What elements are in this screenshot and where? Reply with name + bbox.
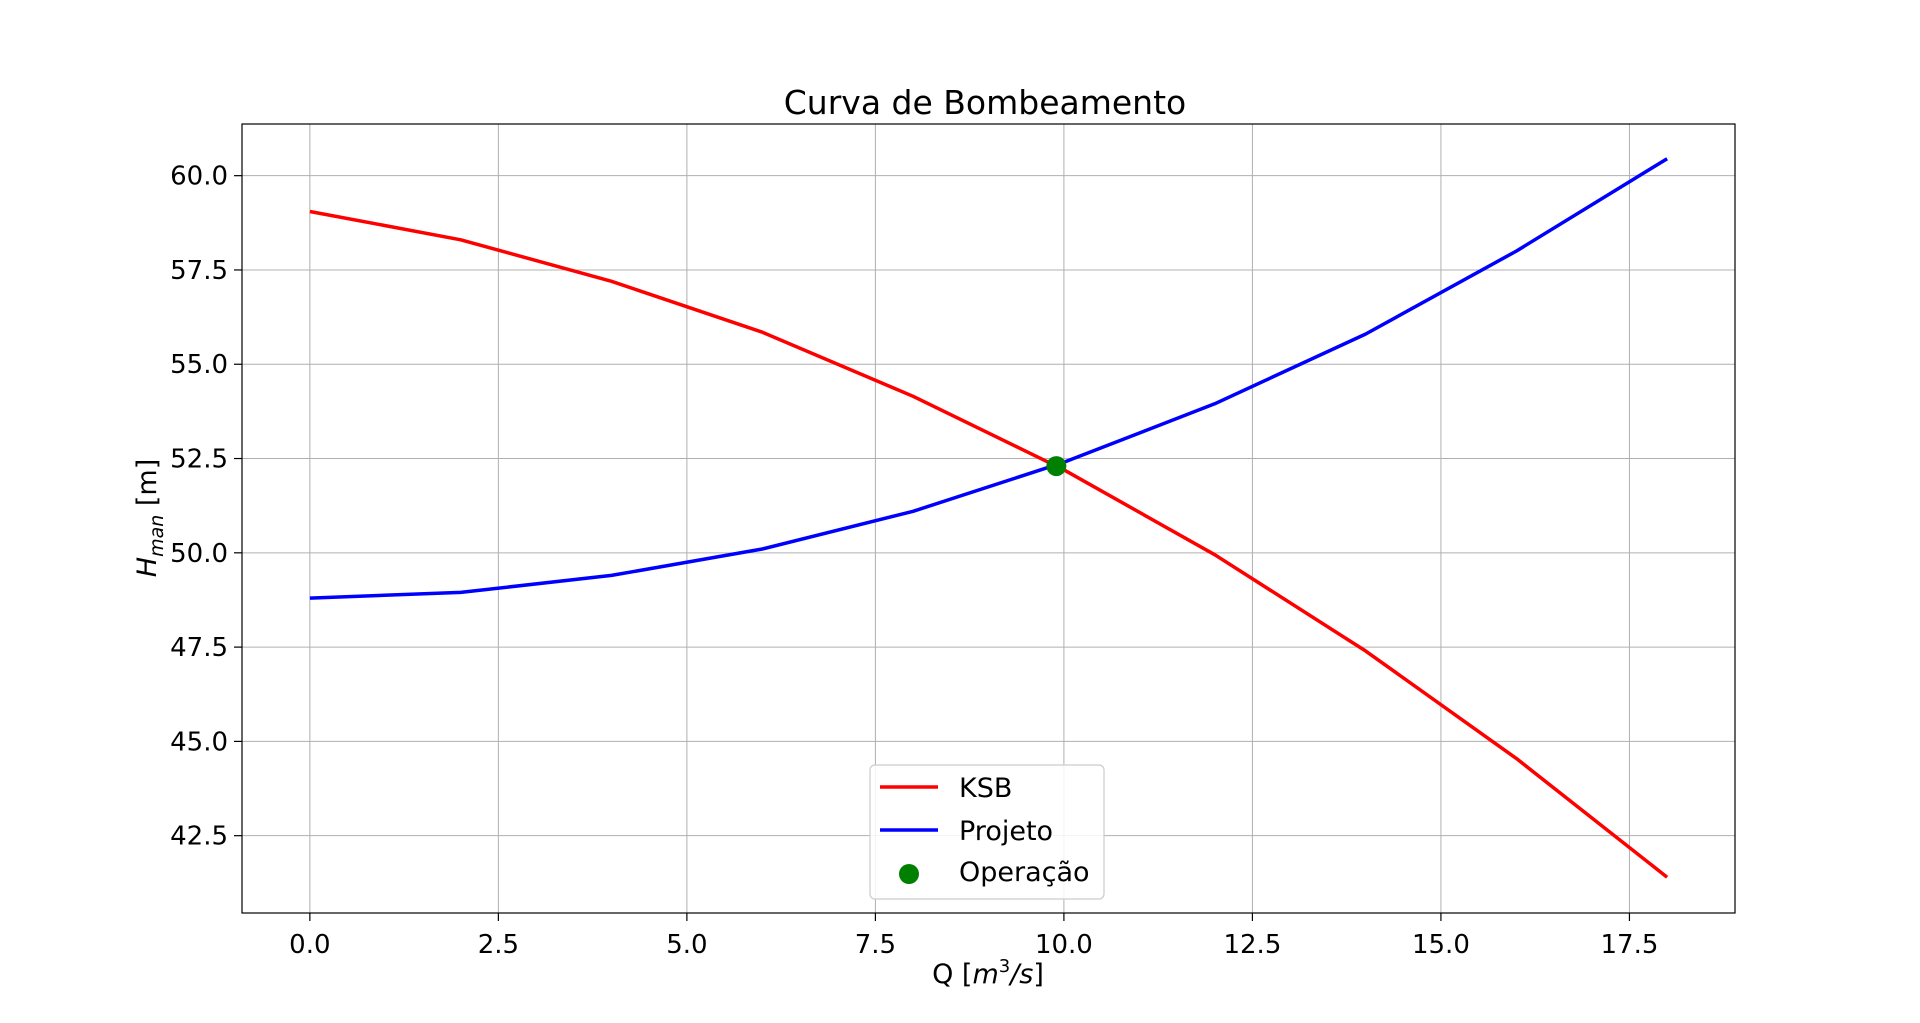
- y-tick-label: 57.5: [170, 256, 228, 286]
- x-tick-label: 10.0: [1035, 930, 1093, 960]
- legend-box: [869, 764, 1105, 900]
- y-tick-label: 50.0: [170, 539, 228, 569]
- y-axis-ticks: 42.5 45.0 47.5 50.0 52.5 55.0 57.5 60.0: [170, 162, 242, 852]
- legend-label-projeto: Projeto: [959, 816, 1053, 847]
- grid: [242, 124, 1735, 913]
- y-tick-label: 55.0: [170, 350, 228, 380]
- x-tick-label: 12.5: [1223, 930, 1281, 960]
- y-tick-label: 60.0: [170, 162, 228, 192]
- x-tick-label: 7.5: [855, 930, 896, 960]
- plot-points: [1046, 456, 1067, 477]
- legend-label-ksb: KSB: [959, 773, 1012, 804]
- x-tick-label: 5.0: [666, 930, 707, 960]
- plot-series: [309, 157, 1669, 879]
- plot-frame: [241, 123, 1736, 914]
- operating-point-marker: [1046, 456, 1067, 477]
- y-axis-label: Hman [m]: [132, 459, 168, 577]
- series-line-ksb: [309, 209, 1669, 879]
- series-line-projeto: [309, 157, 1669, 600]
- x-tick-label: 15.0: [1412, 930, 1470, 960]
- x-axis-ticks: 0.0 2.5 5.0 7.5 10.0 12.5 15.0 17.5: [289, 913, 1658, 960]
- chart-title: Curva de Bombeamento: [784, 83, 1186, 122]
- legend-swatch-operacao: [899, 864, 919, 884]
- legend-label-operacao: Operação: [959, 857, 1090, 888]
- x-tick-label: 17.5: [1600, 930, 1658, 960]
- y-tick-label: 47.5: [170, 633, 228, 663]
- y-tick-label: 42.5: [170, 822, 228, 852]
- y-tick-label: 52.5: [170, 445, 228, 475]
- x-tick-label: 2.5: [478, 930, 519, 960]
- x-axis-label: Q [m3/s]: [932, 956, 1044, 990]
- x-tick-label: 0.0: [289, 930, 330, 960]
- y-tick-label: 45.0: [170, 727, 228, 757]
- legend: KSB Projeto Operação: [869, 764, 1105, 900]
